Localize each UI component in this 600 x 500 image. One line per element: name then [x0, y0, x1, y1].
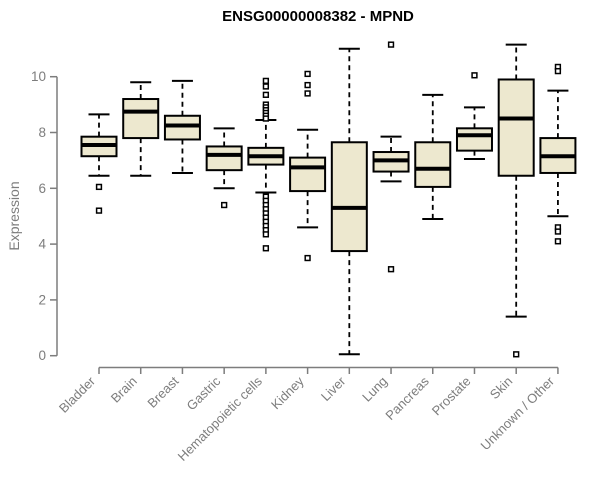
boxplot-breast	[163, 79, 201, 174]
x-tick-label-lung: Lung	[359, 374, 390, 405]
y-tick-label: 6	[38, 181, 46, 196]
outlier-point-lung	[387, 41, 395, 48]
box-liver	[330, 141, 368, 253]
y-tick-label: 0	[38, 348, 46, 363]
boxplot-lung	[372, 41, 410, 273]
y-axis-label: Expression	[6, 181, 22, 250]
box-pancreas	[414, 141, 452, 188]
outlier-point-hematopoietic-cells	[262, 231, 270, 238]
x-tick-label-unknown-other: Unknown / Other	[477, 373, 557, 453]
outlier-point-prostate	[471, 72, 478, 79]
x-tick-label-bladder: Bladder	[56, 373, 99, 416]
outlier-point-hematopoietic-cells	[262, 91, 270, 98]
boxplot-prostate	[455, 72, 493, 161]
y-tick-label: 2	[38, 292, 46, 307]
boxplot-brain	[122, 81, 160, 177]
box-gastric	[205, 145, 243, 172]
outlier-point-hematopoietic-cells	[262, 245, 270, 252]
x-tick-label-gastric: Gastric	[184, 373, 224, 413]
boxplot-gastric	[205, 127, 243, 209]
x-tick-label-pancreas: Pancreas	[382, 373, 432, 423]
outlier-point-unknown-other	[554, 228, 562, 235]
x-tick-label-skin: Skin	[487, 374, 515, 402]
box-kidney	[289, 156, 327, 193]
outlier-point-hematopoietic-cells	[262, 77, 270, 85]
y-tick-label: 4	[38, 237, 46, 252]
box-brain	[122, 98, 160, 140]
outlier-point-unknown-other	[554, 238, 562, 245]
outlier-point-gastric	[221, 201, 228, 209]
outlier-point-hematopoietic-cells	[262, 83, 270, 90]
boxplot-pancreas	[414, 93, 452, 220]
boxplot-bladder	[80, 113, 118, 214]
outlier-point-kidney	[304, 90, 311, 97]
chart-title: ENSG00000008382 - MPND	[222, 8, 414, 25]
boxes-group	[80, 41, 577, 358]
box-prostate	[455, 127, 493, 152]
x-tick-label-brain: Brain	[108, 374, 140, 406]
x-tick-label-liver: Liver	[318, 373, 349, 404]
y-tick-label: 8	[38, 125, 46, 140]
boxplot-hematopoietic-cells	[247, 77, 285, 252]
x-tick-label-kidney: Kidney	[268, 373, 307, 412]
outlier-point-kidney	[304, 81, 311, 89]
outlier-point-hematopoietic-cells	[262, 115, 270, 122]
outlier-point-kidney	[304, 254, 311, 262]
outlier-point-kidney	[304, 70, 311, 78]
boxplot-kidney	[289, 70, 327, 262]
y-tick-label: 10	[31, 69, 46, 84]
boxplot-liver	[330, 47, 368, 356]
outlier-point-skin	[513, 351, 520, 358]
boxplot-skin	[497, 43, 535, 358]
box-breast	[163, 114, 201, 141]
outlier-point-bladder	[95, 207, 103, 214]
x-tick-label-prostate: Prostate	[429, 374, 474, 419]
outlier-point-unknown-other	[554, 67, 562, 75]
x-tick-label-breast: Breast	[144, 373, 181, 410]
boxplot-unknown-other	[539, 63, 577, 245]
outlier-point-bladder	[95, 183, 103, 191]
box-skin	[497, 78, 535, 177]
outlier-point-lung	[387, 266, 395, 273]
